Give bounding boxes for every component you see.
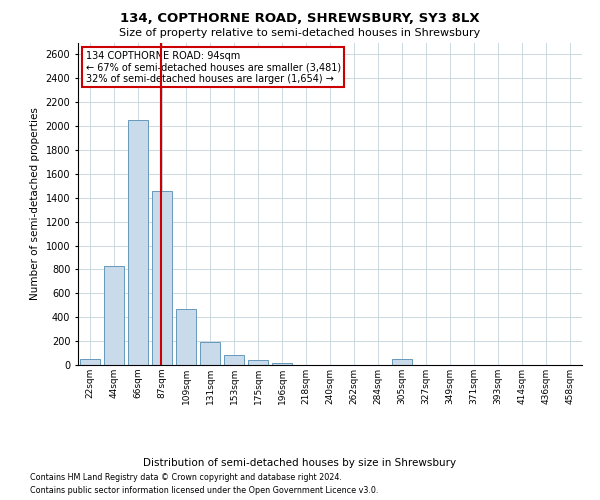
Text: 134 COPTHORNE ROAD: 94sqm
← 67% of semi-detached houses are smaller (3,481)
32% : 134 COPTHORNE ROAD: 94sqm ← 67% of semi-…: [86, 50, 341, 84]
Bar: [200, 342, 220, 365]
Bar: [152, 190, 172, 365]
Text: Size of property relative to semi-detached houses in Shrewsbury: Size of property relative to semi-detach…: [119, 28, 481, 38]
Text: Contains public sector information licensed under the Open Government Licence v3: Contains public sector information licen…: [30, 486, 379, 495]
Text: Distribution of semi-detached houses by size in Shrewsbury: Distribution of semi-detached houses by …: [143, 458, 457, 468]
Bar: [392, 359, 412, 365]
Y-axis label: Number of semi-detached properties: Number of semi-detached properties: [30, 108, 40, 300]
Bar: [224, 356, 244, 365]
Text: Contains HM Land Registry data © Crown copyright and database right 2024.: Contains HM Land Registry data © Crown c…: [30, 474, 342, 482]
Bar: [80, 359, 100, 365]
Bar: [272, 362, 292, 365]
Bar: [248, 360, 268, 365]
Bar: [104, 266, 124, 365]
Text: 134, COPTHORNE ROAD, SHREWSBURY, SY3 8LX: 134, COPTHORNE ROAD, SHREWSBURY, SY3 8LX: [120, 12, 480, 26]
Bar: [176, 309, 196, 365]
Bar: [128, 120, 148, 365]
